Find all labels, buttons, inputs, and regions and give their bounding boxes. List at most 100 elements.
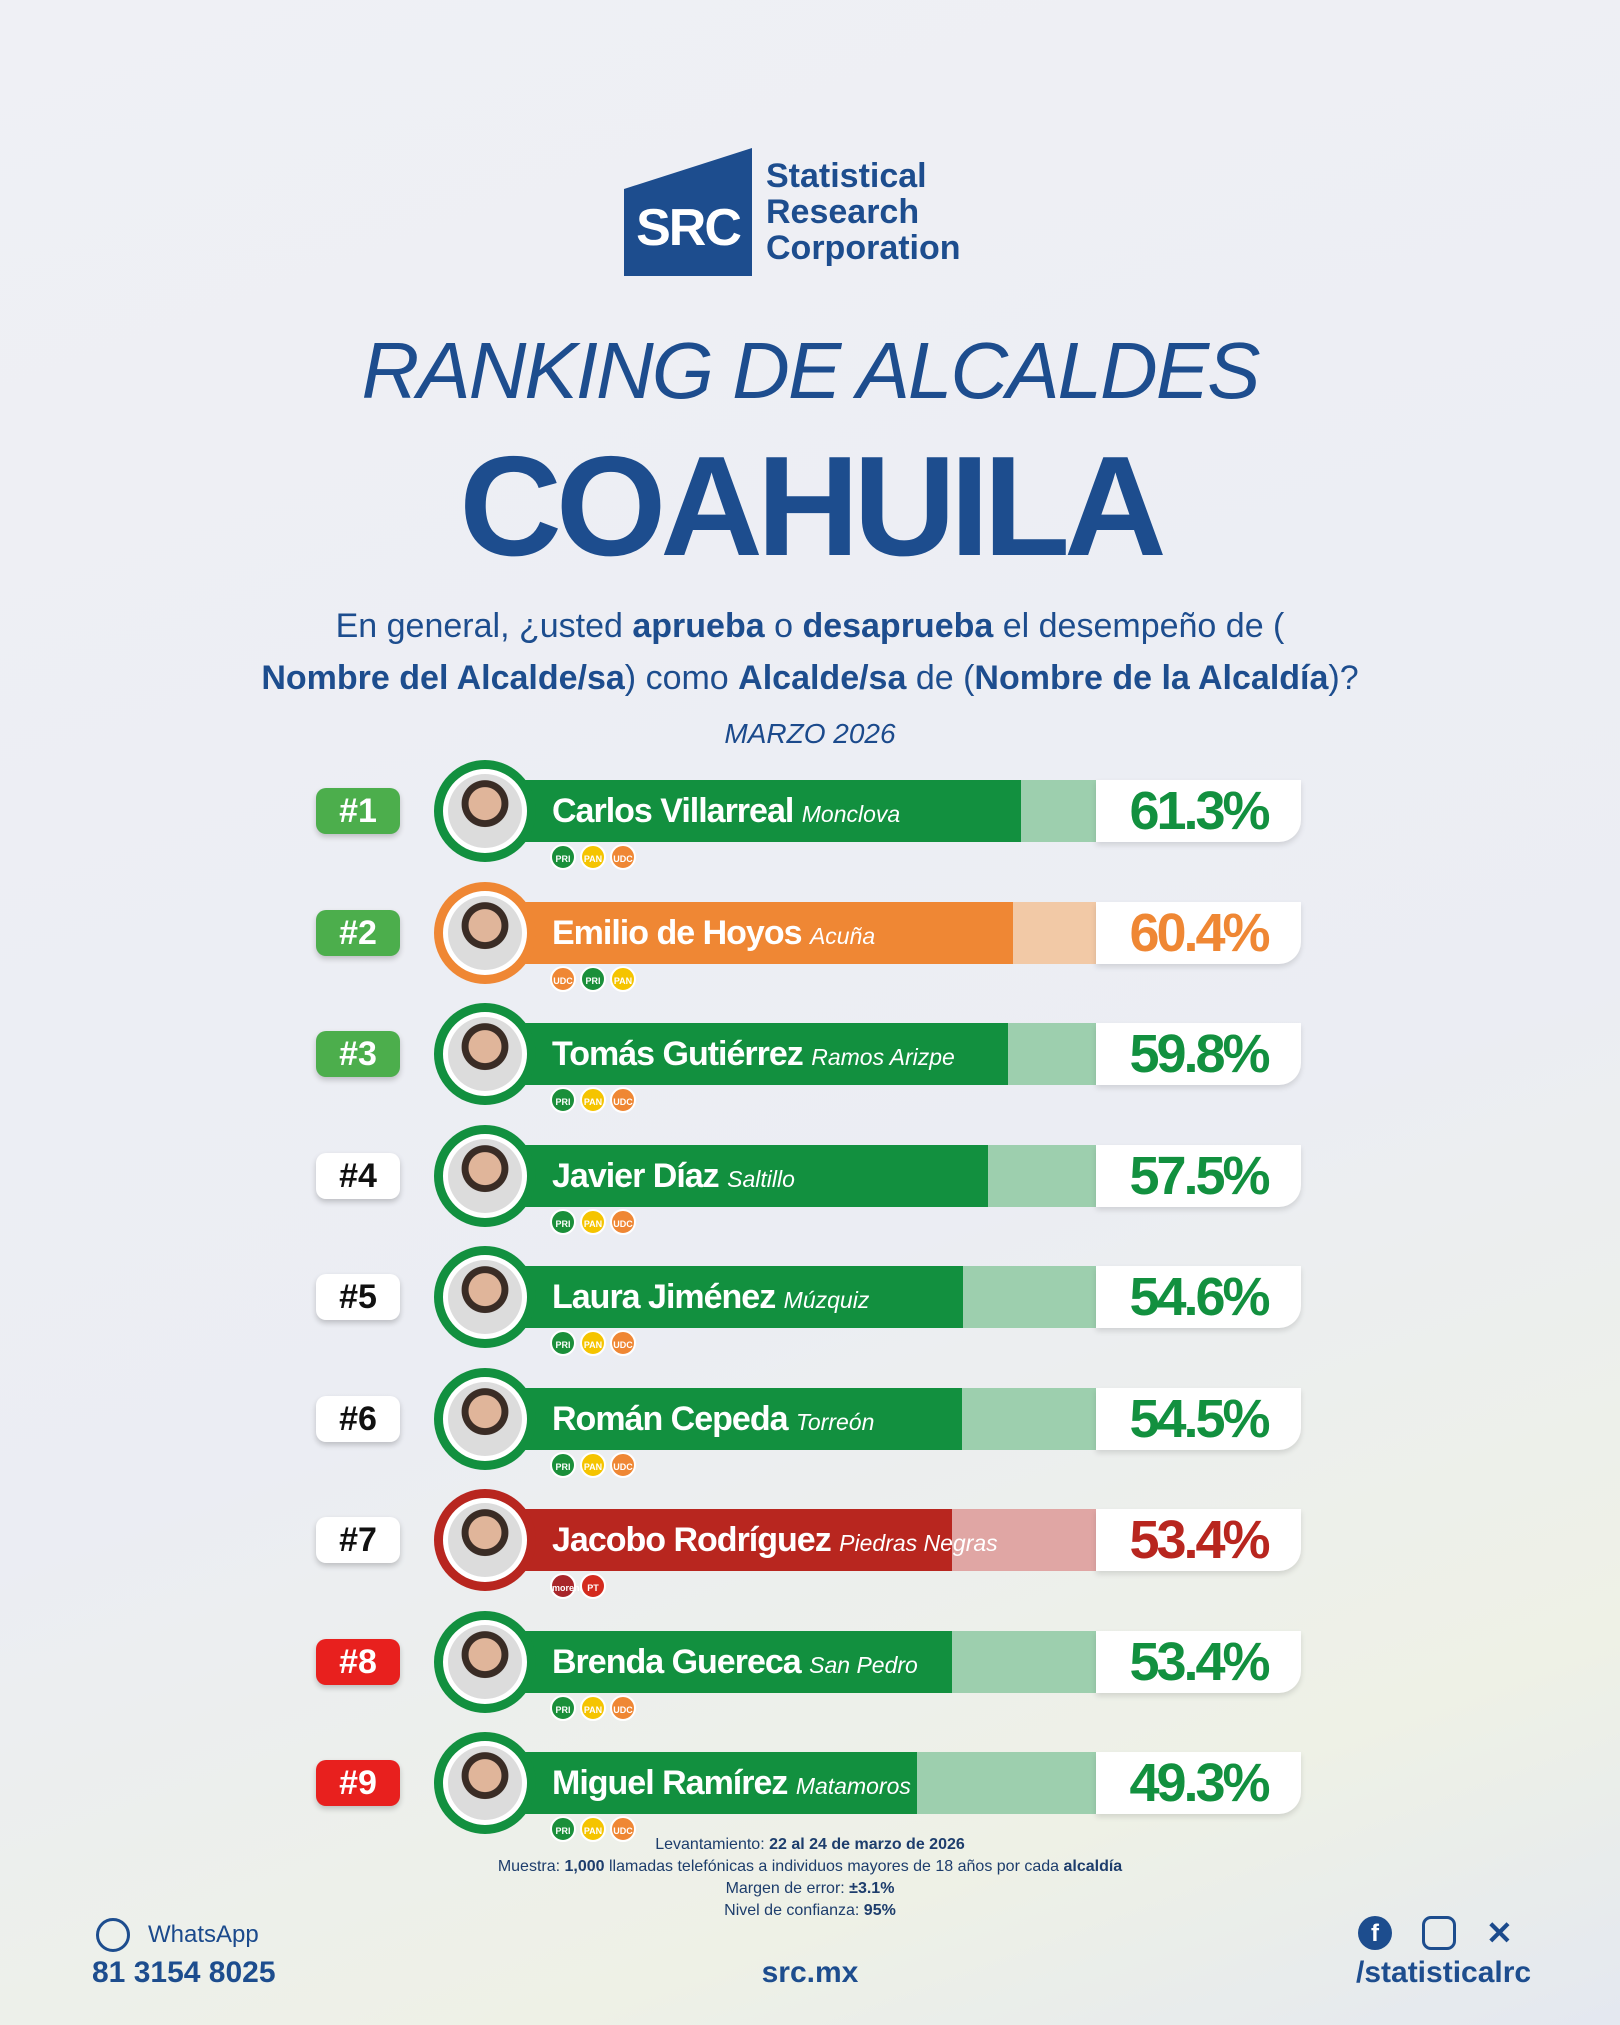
rank-badge: #8 xyxy=(316,1638,400,1685)
rank-badge: #6 xyxy=(316,1395,400,1442)
ranking-row: #6 Román Cepeda Torreón 54.5% PRI PAN UDC xyxy=(0,1367,1620,1488)
party-logos: PRI PAN UDC xyxy=(550,1087,636,1113)
party-logo-pri: PRI xyxy=(550,1330,576,1356)
ranking-row: #7 Jacobo Rodríguez Piedras Negras 53.4%… xyxy=(0,1489,1620,1609)
party-logo-pan: PAN xyxy=(580,844,606,870)
x-icon[interactable]: ✕ xyxy=(1486,1915,1513,1951)
approval-percent: 60.4% xyxy=(1096,901,1301,964)
mayor-name: Miguel Ramírez Matamoros xyxy=(552,1764,911,1802)
party-logo-pan: PAN xyxy=(580,1330,606,1356)
mayor-name: Jacobo Rodríguez Piedras Negras xyxy=(552,1521,998,1559)
approval-bar: Brenda Guereca San Pedro xyxy=(490,1630,1096,1693)
mayor-name: Javier Díaz Saltillo xyxy=(552,1156,795,1195)
approval-percent: 54.6% xyxy=(1096,1266,1301,1328)
portrait xyxy=(448,1503,522,1577)
party-logo-udc: UDC xyxy=(610,1816,636,1842)
party-logo-pri: PRI xyxy=(550,1816,576,1842)
approval-percent: 54.5% xyxy=(1096,1387,1301,1450)
facebook-icon[interactable]: f xyxy=(1358,1916,1392,1950)
bar-fill xyxy=(490,780,1021,842)
portrait xyxy=(448,1260,522,1334)
instagram-icon[interactable] xyxy=(1422,1916,1456,1950)
city: Múzquiz xyxy=(783,1287,870,1313)
portrait xyxy=(448,1746,522,1820)
avatar xyxy=(434,760,536,862)
phone-number[interactable]: 81 3154 8025 xyxy=(92,1956,276,1989)
bar-fill xyxy=(490,1509,953,1571)
party-logo-pan: PAN xyxy=(580,1451,606,1478)
website-link[interactable]: src.mx xyxy=(761,1956,859,1989)
bar-fill xyxy=(490,1387,962,1450)
party-logo-udc: UDC xyxy=(610,1087,636,1113)
ranking-row: #3 Tomás Gutiérrez Ramos Arizpe 59.8% PR… xyxy=(0,1003,1620,1123)
avatar xyxy=(434,1003,536,1105)
party-logos: PRI PAN UDC xyxy=(550,1330,636,1356)
party-logos: PRI PAN UDC xyxy=(550,1816,636,1842)
approval-bar: Javier Díaz Saltillo xyxy=(490,1144,1096,1207)
party-logo-udc: UDC xyxy=(610,1694,636,1721)
portrait xyxy=(448,1017,522,1091)
portrait xyxy=(448,1381,522,1456)
party-logo-udc: UDC xyxy=(550,965,576,992)
logo-line: Statistical xyxy=(766,157,927,195)
city: Matamoros xyxy=(795,1773,911,1799)
whatsapp-contact[interactable]: WhatsApp xyxy=(96,1918,259,1952)
city: Ramos Arizpe xyxy=(811,1044,955,1070)
survey-date: MARZO 2026 xyxy=(724,718,896,749)
rank-badge: #4 xyxy=(316,1152,400,1199)
party-logo-pri: PRI xyxy=(580,965,606,992)
bar-fill xyxy=(490,901,1013,964)
approval-bar: Jacobo Rodríguez Piedras Negras xyxy=(490,1509,1096,1571)
party-logo-pri: PRI xyxy=(550,1208,576,1235)
ranking-row: #4 Javier Díaz Saltillo 57.5% PRI PAN UDC xyxy=(0,1124,1620,1245)
mayor-name: Laura Jiménez Múzquiz xyxy=(552,1278,870,1316)
rank-badge: #2 xyxy=(316,909,400,956)
avatar xyxy=(434,1367,536,1470)
avatar xyxy=(434,1489,536,1591)
party-logos: PRI PAN UDC xyxy=(550,1451,636,1478)
party-logo-pri: PRI xyxy=(550,1451,576,1478)
approval-bar: Miguel Ramírez Matamoros xyxy=(490,1752,1096,1814)
approval-percent: 53.4% xyxy=(1096,1509,1301,1571)
portrait xyxy=(448,1624,522,1699)
bar-fill xyxy=(490,1630,953,1693)
city: Acuña xyxy=(809,922,876,949)
social-handle[interactable]: /statisticalrc xyxy=(1356,1956,1532,1989)
party-logos: UDC PRI PAN xyxy=(550,965,636,992)
rank-badge: #5 xyxy=(316,1274,400,1320)
mayor-name: Carlos Villarreal Monclova xyxy=(552,792,901,830)
ranking-row: #1 Carlos Villarreal Monclova 61.3% PRI P… xyxy=(0,760,1620,880)
approval-percent: 57.5% xyxy=(1096,1144,1301,1207)
src-logo-text: Statistical Research Corporation xyxy=(766,158,961,266)
party-logos: PRI PAN UDC xyxy=(550,1208,636,1235)
ranking-row: #5 Laura Jiménez Múzquiz 54.6% PRI PAN UDC xyxy=(0,1246,1620,1366)
city: Saltillo xyxy=(727,1165,795,1192)
whatsapp-label: WhatsApp xyxy=(148,1921,259,1948)
party-logos: PRI PAN UDC xyxy=(550,844,636,870)
party-logo-udc: UDC xyxy=(610,1208,636,1235)
party-logo-pri: PRI xyxy=(550,1087,576,1113)
party-logo-udc: UDC xyxy=(610,1451,636,1478)
mayor-name: Román Cepeda Torreón xyxy=(552,1399,875,1438)
bar-fill xyxy=(490,1266,963,1328)
mayor-name: Tomás Gutiérrez Ramos Arizpe xyxy=(552,1035,955,1073)
whatsapp-icon xyxy=(96,1918,130,1952)
logo-line: Research xyxy=(766,193,920,231)
subtitle: RANKING DE ALCALDES xyxy=(361,326,1260,415)
mayor-name: Brenda Guereca San Pedro xyxy=(552,1642,918,1681)
approval-percent: 53.4% xyxy=(1096,1630,1301,1693)
party-logos: morena PT xyxy=(550,1573,606,1599)
city: Torreón xyxy=(795,1408,875,1435)
ranking-row: #9 Miguel Ramírez Matamoros 49.3% PRI PAN… xyxy=(0,1732,1620,1852)
approval-percent: 61.3% xyxy=(1096,780,1301,842)
party-logo-pan: PAN xyxy=(580,1816,606,1842)
approval-bar: Laura Jiménez Múzquiz xyxy=(490,1266,1096,1328)
avatar xyxy=(434,1124,536,1227)
rank-badge: #9 xyxy=(316,1760,400,1806)
approval-bar: Emilio de Hoyos Acuña xyxy=(490,901,1096,964)
city: Piedras Negras xyxy=(839,1530,998,1556)
approval-bar: Tomás Gutiérrez Ramos Arizpe xyxy=(490,1023,1096,1085)
rank-badge: #7 xyxy=(316,1517,400,1563)
portrait xyxy=(448,895,522,970)
avatar xyxy=(434,1610,536,1713)
